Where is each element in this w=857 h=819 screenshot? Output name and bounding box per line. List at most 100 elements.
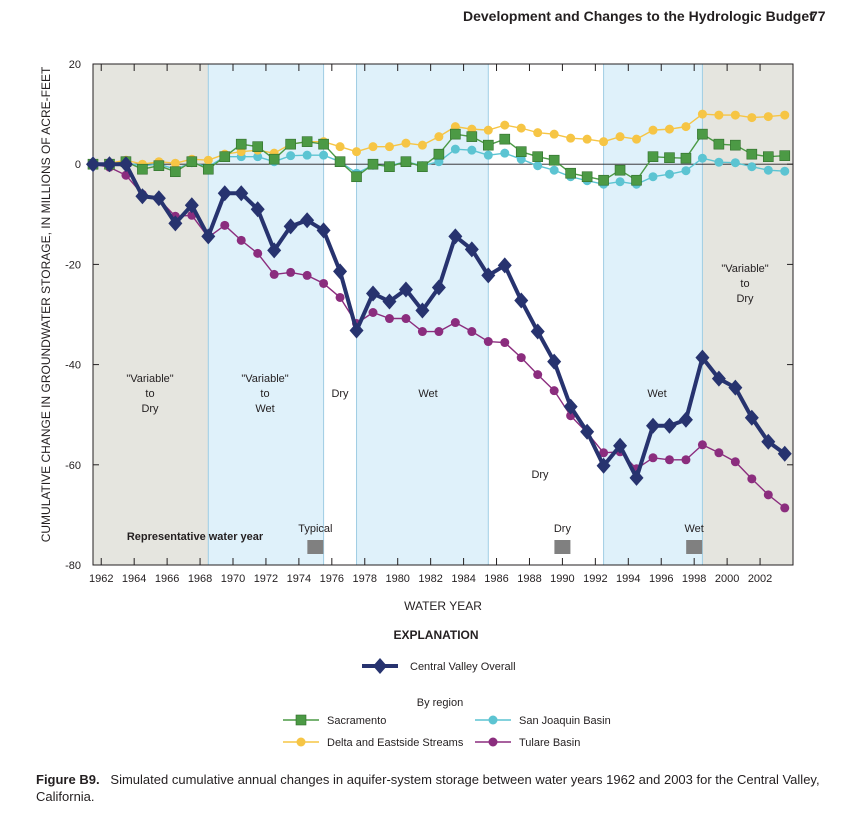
point bbox=[384, 142, 394, 152]
legend-marker bbox=[488, 715, 498, 725]
period-label: Dry bbox=[331, 388, 349, 400]
period-band bbox=[603, 64, 703, 565]
point bbox=[252, 141, 264, 152]
period-band bbox=[93, 64, 209, 565]
legend-marker bbox=[373, 658, 387, 674]
point bbox=[483, 150, 493, 160]
x-tick-label: 1986 bbox=[484, 573, 508, 585]
representative-title: Representative water year bbox=[127, 531, 264, 543]
point bbox=[335, 142, 345, 152]
point bbox=[382, 293, 397, 310]
point bbox=[713, 138, 725, 150]
point bbox=[302, 270, 312, 280]
point bbox=[763, 490, 773, 500]
point bbox=[220, 220, 230, 230]
point bbox=[434, 327, 444, 337]
point bbox=[286, 151, 296, 161]
point bbox=[236, 235, 246, 245]
x-tick-label: 1984 bbox=[451, 573, 475, 585]
point bbox=[515, 146, 527, 157]
point bbox=[548, 154, 560, 166]
point bbox=[286, 267, 296, 277]
point bbox=[500, 338, 510, 348]
page-number: 77 bbox=[810, 8, 826, 24]
point bbox=[466, 131, 478, 142]
point bbox=[433, 148, 445, 160]
point bbox=[697, 153, 707, 163]
x-tick-label: 1980 bbox=[385, 573, 409, 585]
y-tick-label: -40 bbox=[65, 360, 81, 372]
caption: Figure B9. Simulated cumulative annual c… bbox=[36, 771, 826, 805]
period-label: "Variable" bbox=[721, 263, 768, 275]
point bbox=[678, 411, 693, 428]
point bbox=[500, 120, 510, 130]
point bbox=[762, 151, 774, 162]
point bbox=[596, 457, 611, 474]
point bbox=[681, 455, 691, 465]
point bbox=[747, 162, 757, 172]
point bbox=[135, 188, 150, 205]
point bbox=[217, 185, 232, 202]
point bbox=[581, 171, 593, 183]
x-tick-label: 1994 bbox=[616, 573, 640, 585]
point bbox=[483, 125, 493, 135]
period-band bbox=[488, 64, 604, 565]
period-label: Wet bbox=[418, 388, 437, 400]
point bbox=[250, 201, 265, 218]
point bbox=[777, 445, 792, 462]
point bbox=[219, 151, 231, 162]
point bbox=[464, 241, 479, 258]
point bbox=[747, 113, 757, 123]
point bbox=[168, 215, 183, 232]
point bbox=[450, 318, 460, 328]
point bbox=[333, 263, 348, 280]
point bbox=[253, 248, 263, 258]
point bbox=[334, 156, 346, 167]
point bbox=[352, 147, 362, 157]
point bbox=[582, 134, 592, 144]
point bbox=[285, 138, 296, 150]
representative-marker bbox=[307, 540, 324, 554]
point bbox=[549, 129, 559, 139]
period-label: Wet bbox=[647, 388, 666, 400]
point bbox=[401, 138, 411, 148]
y-tick-label: -80 bbox=[65, 560, 81, 572]
point bbox=[319, 150, 329, 160]
legend-label: Tulare Basin bbox=[519, 737, 580, 749]
period-label: Dry bbox=[531, 469, 549, 481]
point bbox=[681, 122, 691, 132]
point bbox=[121, 170, 131, 180]
point bbox=[647, 151, 659, 162]
point bbox=[615, 132, 625, 142]
legend-subtitle: By region bbox=[417, 697, 463, 709]
x-tick-label: 1976 bbox=[320, 573, 344, 585]
point bbox=[714, 448, 724, 458]
point bbox=[533, 370, 543, 380]
x-tick-label: 1996 bbox=[649, 573, 673, 585]
point bbox=[761, 433, 776, 450]
point bbox=[780, 166, 790, 176]
point bbox=[744, 409, 759, 426]
point bbox=[170, 166, 181, 178]
point bbox=[697, 440, 707, 450]
period-label: Dry bbox=[141, 403, 159, 415]
point bbox=[747, 474, 757, 484]
point bbox=[714, 110, 724, 120]
point bbox=[483, 337, 493, 347]
x-tick-label: 1992 bbox=[583, 573, 607, 585]
x-tick-label: 2000 bbox=[715, 573, 739, 585]
point bbox=[730, 457, 740, 467]
point bbox=[746, 148, 758, 160]
point bbox=[533, 161, 543, 171]
x-tick-label: 1998 bbox=[682, 573, 706, 585]
point bbox=[318, 138, 329, 150]
period-label: to bbox=[145, 388, 154, 400]
point bbox=[398, 281, 413, 298]
period-label: to bbox=[740, 278, 749, 290]
point bbox=[234, 185, 249, 202]
point bbox=[283, 218, 298, 235]
period-label: to bbox=[260, 388, 269, 400]
point bbox=[779, 150, 791, 161]
point bbox=[417, 327, 427, 337]
point bbox=[417, 140, 427, 150]
